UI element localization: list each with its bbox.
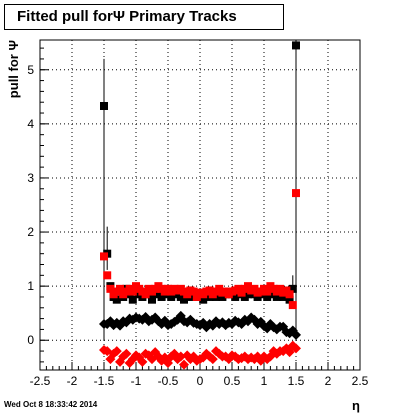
series-1 — [100, 189, 300, 310]
square-marker — [189, 287, 198, 296]
x-axis-label: η — [352, 398, 360, 413]
x-tick-label: 2 — [325, 374, 332, 388]
diamond-marker — [111, 346, 122, 357]
x-tick-label: 2.5 — [352, 374, 369, 388]
diamond-marker — [175, 351, 186, 362]
square-marker — [285, 290, 294, 299]
x-tick-label: -2.5 — [30, 374, 51, 388]
y-tick-label: 5 — [27, 63, 34, 77]
square-marker — [157, 292, 166, 301]
diamond-marker — [137, 356, 148, 367]
grid-lines — [40, 40, 360, 370]
x-tick-label: -1 — [131, 374, 142, 388]
square-marker — [128, 287, 137, 296]
square-marker — [253, 292, 262, 301]
square-marker — [148, 295, 156, 304]
square-marker — [103, 271, 112, 280]
square-marker — [288, 301, 297, 310]
x-tick-label: 0.5 — [224, 374, 241, 388]
y-tick-label: 1 — [27, 279, 34, 293]
diamond-marker — [246, 312, 257, 323]
data-points — [99, 41, 301, 370]
diamond-marker — [121, 348, 132, 359]
y-tick-label: 2 — [27, 225, 34, 239]
diamond-marker — [291, 329, 301, 340]
square-marker — [288, 284, 297, 293]
square-marker — [244, 282, 252, 291]
timestamp: Wed Oct 8 18:33:42 2014 — [4, 400, 98, 409]
diamond-marker — [207, 354, 218, 365]
x-tick-label: 1 — [261, 374, 268, 388]
y-tick-label: 0 — [27, 333, 34, 347]
square-marker — [285, 295, 294, 304]
square-marker — [192, 292, 201, 301]
diamond-marker — [179, 359, 189, 370]
square-marker — [180, 295, 188, 304]
x-tick-labels: -2.5 -2 -1.5 -1 -0.5 0 0.5 1 1.5 2 2.5 — [30, 374, 369, 388]
y-tick-label: 3 — [27, 171, 34, 185]
square-marker — [116, 284, 124, 293]
square-marker — [292, 41, 300, 50]
series-3 — [99, 340, 301, 370]
x-tick-label: 1.5 — [288, 374, 305, 388]
diamond-marker — [291, 343, 301, 354]
y-axis-label: pull for Ψ — [6, 40, 21, 98]
square-marker — [141, 290, 150, 299]
square-marker — [100, 102, 108, 110]
x-tick-label: 0 — [197, 374, 204, 388]
series-2 — [99, 310, 301, 340]
square-marker — [112, 295, 121, 304]
x-tick-label: -1.5 — [94, 374, 115, 388]
square-marker — [263, 292, 272, 301]
chart-title: Fitted pull forΨ Primary Tracks — [4, 4, 284, 30]
y-tick-label: 4 — [27, 117, 34, 131]
x-tick-label: -2 — [67, 374, 78, 388]
square-marker — [167, 292, 176, 301]
square-marker — [199, 295, 208, 304]
y-tick-labels: 0 1 2 3 4 5 — [27, 63, 34, 347]
square-marker — [292, 189, 300, 198]
square-marker — [106, 284, 115, 293]
square-marker — [128, 295, 137, 304]
square-marker — [263, 287, 272, 296]
square-marker — [100, 252, 108, 261]
x-tick-label: -0.5 — [158, 374, 179, 388]
